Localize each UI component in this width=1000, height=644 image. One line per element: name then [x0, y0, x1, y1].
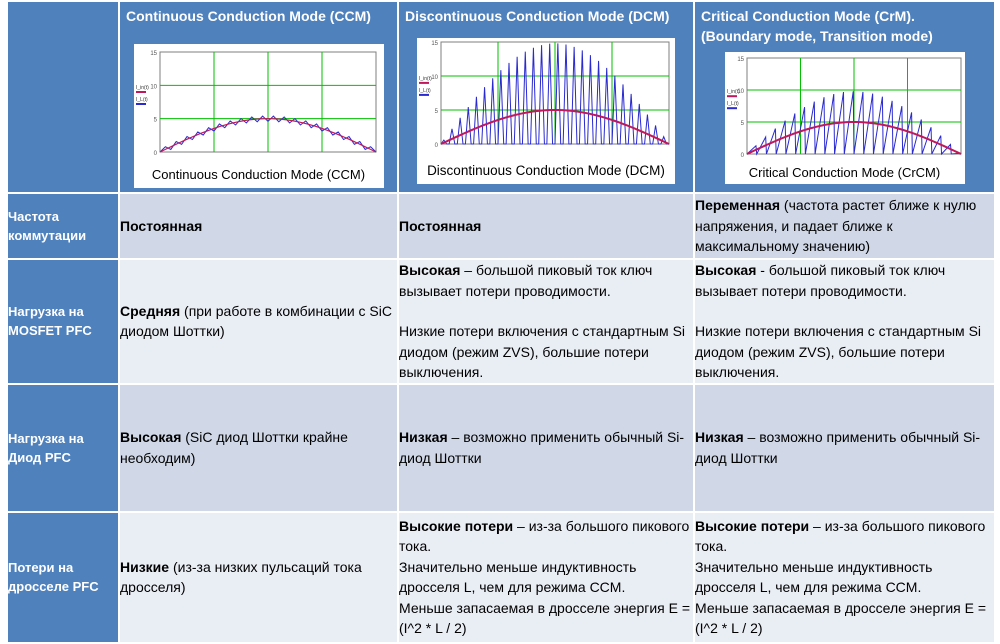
dcm-chart-svg: 15 10 5 0 I_in(t) I_L(t) — [419, 41, 670, 149]
header-dcm-cell: Discontinuous Conduction Mode (DCM) 15 10… — [397, 0, 695, 194]
header-corner-cell — [6, 0, 120, 194]
crm-chart-svg: 15 10 5 0 I_in(t) I_L(t) — [726, 57, 961, 159]
y-tick-label: 10 — [737, 89, 744, 95]
legend-top-label: I_in(t) — [727, 89, 740, 95]
ccm-chart-caption: Continuous Conduction Mode (CCM) — [151, 167, 366, 182]
crm-chart-caption: Critical Conduction Mode (CrCM) — [748, 165, 941, 180]
y-tick-label: 10 — [150, 84, 157, 90]
y-tick-label: 5 — [740, 121, 744, 127]
crm-title: Critical Conduction Mode (CrM). (Boundar… — [701, 8, 933, 44]
dcm-cell: Низкая – возможно применить обычный Si-д… — [397, 382, 695, 513]
dcm-chart: 15 10 5 0 I_in(t) I_L(t) Discontinuous Conduc… — [417, 38, 675, 184]
row-mosfet-load: Нагрузка на MOSFET PFC Средняя (при рабо… — [6, 258, 996, 385]
ccm-chart-svg: 15 10 5 0 I_in(t) I_L(t) — [135, 51, 376, 157]
y-tick-label: 0 — [740, 153, 744, 159]
crm-cell: Высокая - большой пиковый ток ключ вызыв… — [693, 258, 996, 385]
header-ccm-cell: Continuous Conduction Mode (CCM) 15 10 5 0 I… — [118, 0, 399, 194]
dcm-cell: Постоянная — [397, 192, 695, 260]
y-tick-label: 15 — [150, 51, 157, 57]
ccm-title: Continuous Conduction Mode (CCM) — [126, 8, 371, 24]
y-tick-label: 15 — [431, 41, 438, 47]
ccm-chart: 15 10 5 0 I_in(t) I_L(t) Continuous Conductio… — [133, 44, 384, 188]
y-tick-label: 15 — [737, 57, 744, 63]
input-current-envelope — [159, 118, 376, 153]
legend-top-label: I_in(t) — [419, 76, 432, 82]
dcm-chart-caption: Discontinuous Conduction Mode (DCM) — [427, 163, 665, 178]
crm-cell: Переменная (частота растет ближе к нулю … — [693, 192, 996, 260]
comparison-table: Continuous Conduction Mode (CCM) 15 10 5 0 I… — [6, 0, 996, 644]
ccm-cell: Средняя (при работе в комбинации с SiC д… — [118, 258, 399, 385]
dcm-cell: Высокая – большой пиковый ток ключ вызыв… — [397, 258, 695, 385]
y-tick-label: 0 — [435, 143, 439, 149]
row-label: Частота коммутации — [6, 192, 120, 260]
header-crm-cell: Critical Conduction Mode (CrM). (Boundar… — [693, 0, 996, 194]
y-tick-label: 5 — [153, 118, 157, 124]
crm-chart: 15 10 5 0 I_in(t) I_L(t) Critical Conduction … — [724, 52, 965, 184]
dcm-title: Discontinuous Conduction Mode (DCM) — [405, 8, 670, 24]
dcm-cell: Высокие потери – из-за большого пикового… — [397, 510, 695, 644]
row-label: Нагрузка на Диод PFC — [6, 382, 120, 513]
row-diode-load: Нагрузка на Диод PFC Высокая (SiC диод Ш… — [6, 382, 996, 513]
legend-bottom-label: I_L(t) — [136, 97, 148, 103]
row-switching-frequency: Частота коммутации Постоянная Постоянная… — [6, 192, 996, 260]
legend-bottom-label: I_L(t) — [419, 88, 431, 94]
ccm-cell: Низкие (из-за низких пульсаций тока дрос… — [118, 510, 399, 644]
row-label: Нагрузка на MOSFET PFC — [6, 258, 120, 385]
crm-cell: Высокие потери – из-за большого пикового… — [693, 510, 996, 644]
y-tick-label: 0 — [153, 151, 157, 157]
input-current-envelope — [440, 108, 670, 145]
row-label: Потери на дросселе PFC — [6, 510, 120, 644]
y-tick-label: 5 — [435, 109, 439, 115]
inductor-current-series — [746, 91, 961, 156]
legend-bottom-label: I_L(t) — [727, 101, 739, 107]
inductor-current-series — [159, 115, 376, 153]
input-current-envelope — [746, 120, 961, 155]
y-tick-label: 10 — [431, 75, 438, 81]
legend-top-label: I_in(t) — [136, 85, 149, 91]
header-row: Continuous Conduction Mode (CCM) 15 10 5 0 I… — [6, 0, 996, 194]
crm-cell: Низкая – возможно применить обычный Si-д… — [693, 382, 996, 513]
ccm-cell: Высокая (SiC диод Шоттки крайне необходи… — [118, 382, 399, 513]
inductor-current-series — [440, 43, 669, 145]
ccm-cell: Постоянная — [118, 192, 399, 260]
row-inductor-losses: Потери на дросселе PFC Низкие (из-за низ… — [6, 510, 996, 644]
